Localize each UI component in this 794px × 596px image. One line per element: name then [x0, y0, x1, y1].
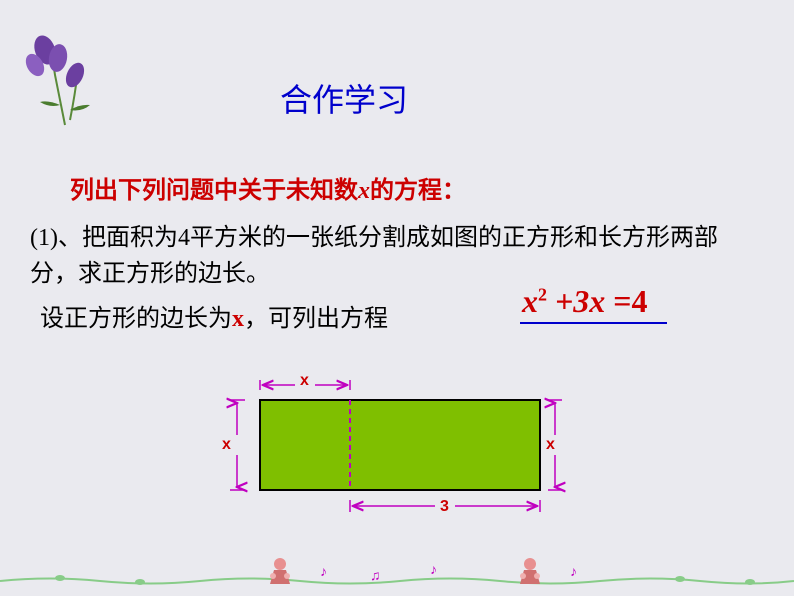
diagram-x-right: x — [546, 436, 555, 454]
footer-decoration: ♪ ♫ ♪ ♪ — [0, 556, 794, 596]
diagram-x-top: x — [300, 372, 309, 390]
eq-var1: x — [522, 283, 538, 319]
intro-var: x — [358, 178, 370, 204]
intro-text: 列出下列问题中关于未知数x的方程： — [70, 170, 466, 205]
svg-text:♫: ♫ — [370, 569, 381, 584]
setup-var: x — [232, 306, 244, 332]
eq-exp: 2 — [538, 284, 547, 304]
diagram-x-left: x — [222, 436, 231, 454]
svg-text:♪: ♪ — [570, 565, 577, 580]
eq-var2: x — [589, 283, 605, 319]
svg-text:♪: ♪ — [320, 565, 327, 580]
eq-plus: +3 — [547, 283, 589, 319]
eq-eq: =4 — [605, 283, 647, 319]
intro-suffix: 的方程： — [370, 178, 466, 204]
setup-prefix: 设正方形的边长为 — [40, 306, 232, 332]
diagram-3-bottom: 3 — [440, 498, 449, 516]
diagram: x x x 3 — [200, 360, 580, 540]
setup-text: 设正方形的边长为x，可列出方程 — [40, 298, 388, 333]
flower-image — [20, 30, 110, 140]
slide-title: 合作学习 — [280, 75, 408, 121]
equation: x2 +3x =4 — [520, 283, 667, 324]
intro-prefix: 列出下列问题中关于未知数 — [70, 178, 358, 204]
setup-suffix: ，可列出方程 — [244, 306, 388, 332]
svg-text:♪: ♪ — [430, 563, 437, 578]
problem-text: (1)、把面积为4平方米的一张纸分割成如图的正方形和长方形两部分，求正方形的边长… — [30, 220, 750, 292]
